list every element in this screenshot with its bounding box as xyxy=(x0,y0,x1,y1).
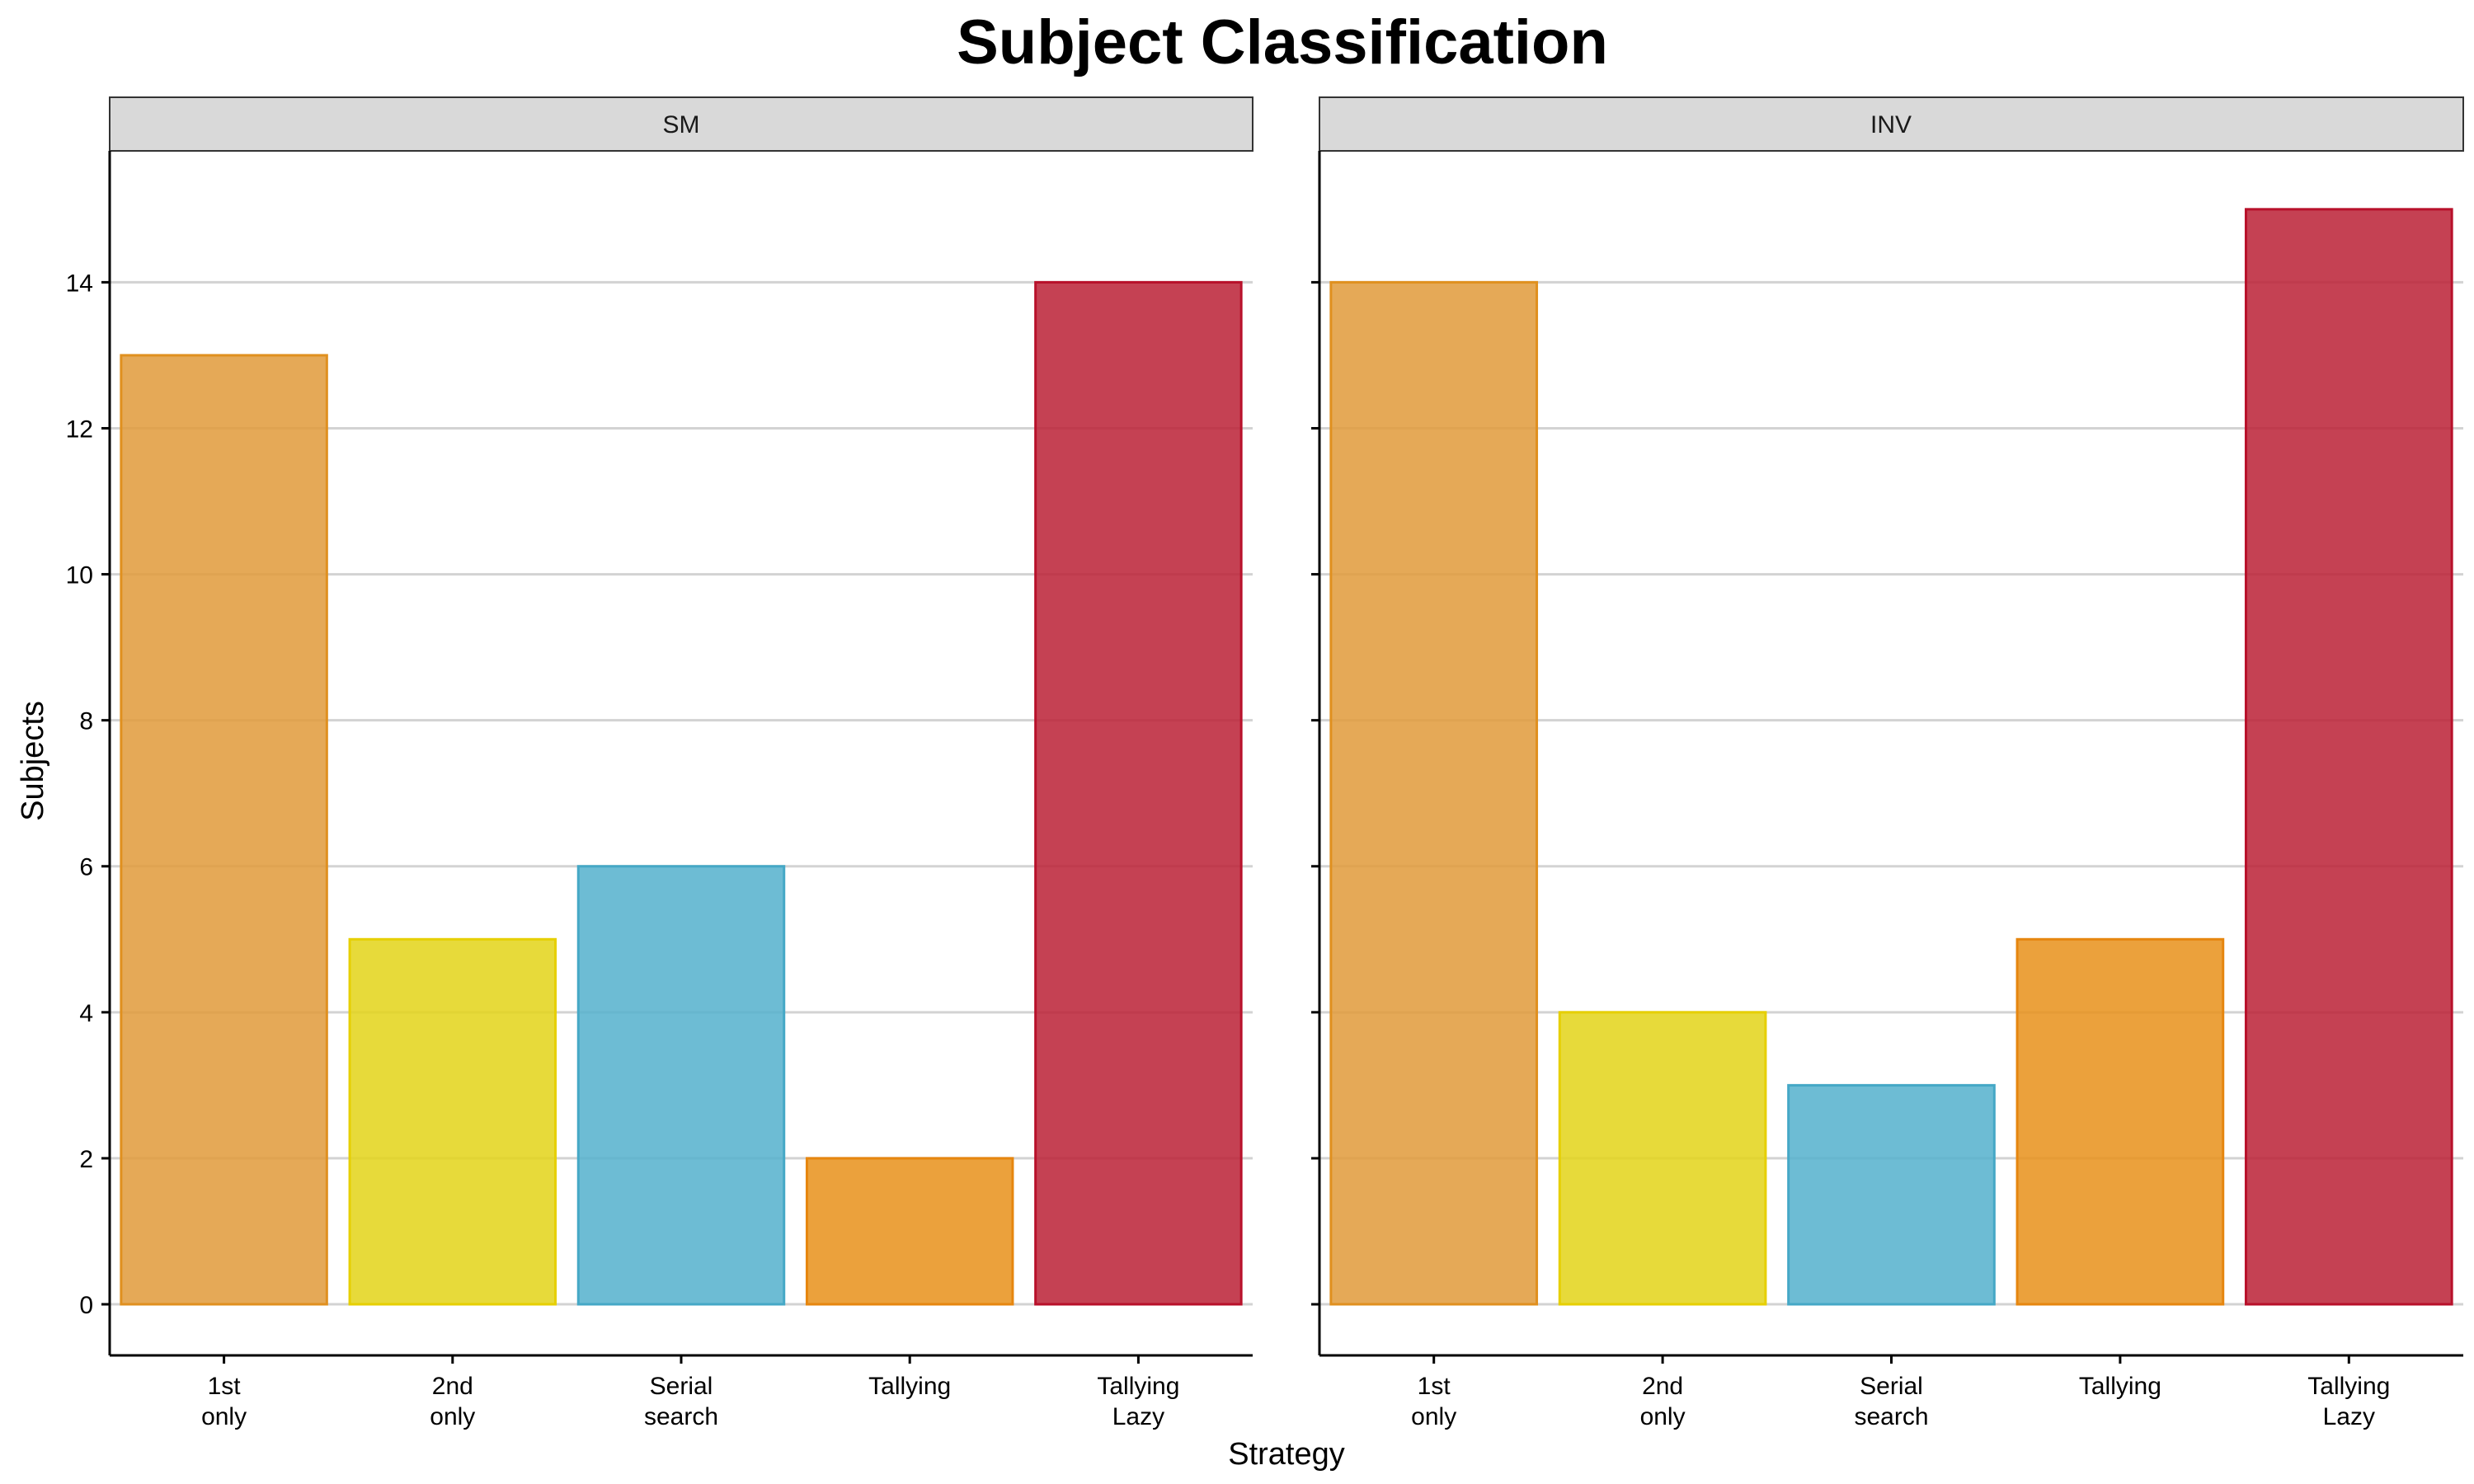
x-tick-label-line: only xyxy=(430,1403,475,1430)
x-tick-label-line: Lazy xyxy=(2323,1403,2375,1430)
bar xyxy=(120,354,328,1306)
chart-title: Subject Classification xyxy=(957,7,1608,77)
x-tick-label-line: search xyxy=(644,1403,718,1430)
panel-strip xyxy=(1319,96,2464,152)
bar xyxy=(1034,280,1243,1306)
x-tick-label-line: Tallying xyxy=(2307,1373,2390,1400)
bar xyxy=(576,865,786,1306)
x-tick-label-line: 2nd xyxy=(432,1373,473,1400)
y-tick-label: 4 xyxy=(79,1000,93,1027)
x-tick-label-line: Tallying xyxy=(2079,1373,2161,1400)
panel-bars xyxy=(120,280,1243,1306)
panel-strip-label: INV xyxy=(1870,111,1912,139)
y-tick-label: 2 xyxy=(79,1146,93,1173)
x-tick-label: Tallying Lazy xyxy=(1097,1373,1179,1430)
panel-y-ticks: 0 2 4 6 8 10 12 14 xyxy=(66,270,110,1319)
x-tick-label-line: 1st xyxy=(1418,1373,1451,1400)
panel-sm: SM 0 2 4 6 8 10 12 14 1st only 2nd only Serial searc… xyxy=(66,96,1253,1430)
x-tick-label: Serial search xyxy=(1854,1373,1928,1430)
panel-strip-label: SM xyxy=(663,111,700,139)
x-tick-label-line: Lazy xyxy=(1112,1403,1164,1430)
x-tick-label: 2nd only xyxy=(1640,1373,1686,1430)
x-tick-label: 1st only xyxy=(201,1373,247,1430)
x-tick-label-line: Tallying xyxy=(868,1373,951,1400)
bar xyxy=(805,1157,1014,1306)
bar xyxy=(2015,937,2225,1306)
bar xyxy=(1558,1011,1767,1306)
y-tick-label: 12 xyxy=(66,416,93,443)
y-tick-label: 6 xyxy=(79,854,93,881)
bar xyxy=(2244,208,2453,1306)
x-tick-label-line: Tallying xyxy=(1097,1373,1179,1400)
x-tick-label-line: Serial xyxy=(1860,1373,1923,1400)
panel-strip xyxy=(109,96,1253,152)
y-tick-label: 0 xyxy=(79,1292,93,1319)
x-tick-label-line: Serial xyxy=(650,1373,713,1400)
y-tick-label: 14 xyxy=(66,270,93,297)
y-axis-title: Subjects xyxy=(16,701,50,821)
x-tick-label: Tallying Lazy xyxy=(2307,1373,2390,1430)
bar xyxy=(348,937,557,1306)
x-tick-label-line: only xyxy=(1411,1403,1456,1430)
panel-y-ticks xyxy=(1311,280,1319,1306)
x-tick-label: Tallying xyxy=(868,1373,951,1400)
x-tick-label-line: only xyxy=(201,1403,247,1430)
x-tick-label: 1st only xyxy=(1411,1373,1456,1430)
bar xyxy=(1329,280,1539,1306)
bar xyxy=(1787,1083,1996,1306)
x-tick-label: Serial search xyxy=(644,1373,718,1430)
x-tick-label-line: search xyxy=(1854,1403,1928,1430)
x-tick-label: 2nd only xyxy=(430,1373,475,1430)
panel-bars xyxy=(1329,208,2453,1306)
x-axis-title: Strategy xyxy=(1228,1437,1345,1472)
x-tick-label: Tallying xyxy=(2079,1373,2161,1400)
x-tick-label-line: 1st xyxy=(208,1373,242,1400)
x-tick-label-line: only xyxy=(1640,1403,1686,1430)
x-tick-label-line: 2nd xyxy=(1642,1373,1683,1400)
y-tick-label: 10 xyxy=(66,562,93,589)
y-tick-label: 8 xyxy=(79,708,93,735)
